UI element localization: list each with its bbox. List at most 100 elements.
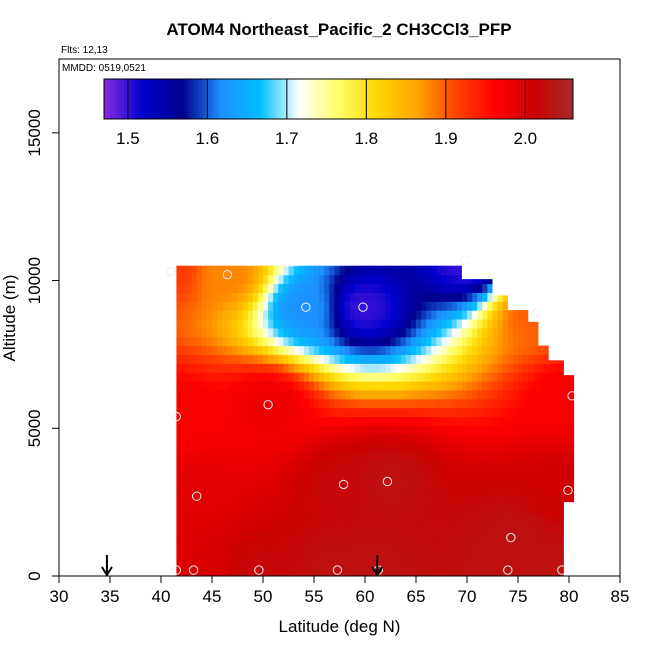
field-cell: [319, 363, 325, 373]
field-cell: [293, 478, 300, 488]
y-tick-label: 0: [25, 571, 44, 580]
field-cell: [456, 389, 463, 400]
field-cell: [196, 327, 203, 338]
field-cell: [482, 567, 488, 576]
field-cell: [186, 398, 193, 409]
field-cell: [482, 336, 488, 347]
field-cell: [375, 505, 381, 515]
field-cell: [467, 265, 473, 267]
field-cell: [324, 425, 330, 435]
field-cell: [314, 505, 320, 515]
field-cell: [191, 522, 198, 533]
field-cell: [497, 310, 504, 320]
field-cell: [314, 265, 320, 267]
field-cell: [293, 398, 300, 409]
field-cell: [472, 460, 478, 471]
field-cell: [237, 310, 244, 320]
field-cell: [533, 265, 539, 267]
field-cell: [461, 274, 468, 285]
field-cell: [533, 505, 539, 515]
field-cell: [512, 522, 519, 533]
field-cell: [451, 318, 458, 329]
field-cell: [298, 478, 305, 488]
field-cell: [467, 469, 473, 480]
field-cell: [324, 567, 330, 576]
field-cell: [436, 558, 443, 568]
field-cell: [201, 425, 208, 435]
field-cell: [217, 310, 223, 320]
field-cell: [206, 389, 213, 400]
colorbar-tick-label: 1.6: [196, 129, 220, 148]
field-cell: [431, 336, 437, 347]
field-cell: [472, 549, 478, 559]
field-cell: [212, 531, 218, 542]
field-cell: [273, 558, 279, 568]
arrow-head: [101, 566, 113, 577]
field-cell: [308, 381, 315, 391]
field-cell: [191, 425, 198, 435]
colorbar-swatch: [201, 79, 205, 119]
colorbar-swatch: [415, 79, 420, 119]
field-cell: [523, 513, 529, 524]
field-cell: [441, 505, 448, 515]
colorbar-swatch: [104, 79, 108, 119]
field-cell: [533, 434, 539, 444]
field-cell: [446, 460, 453, 471]
colorbar-swatch: [315, 79, 319, 119]
field-cell: [436, 301, 443, 311]
field-cell: [492, 345, 499, 356]
field-cell: [441, 398, 448, 409]
sample-point: [567, 391, 577, 401]
field-cell: [497, 265, 504, 276]
colorbar-swatch: [117, 79, 122, 119]
field-cell: [375, 416, 381, 426]
field-cell: [222, 283, 228, 293]
field-cell: [217, 389, 223, 400]
field-cell: [303, 327, 310, 338]
field-cell: [247, 265, 254, 276]
field-cell: [222, 425, 228, 435]
field-cell: [227, 292, 233, 302]
field-cell: [426, 513, 432, 524]
field-cell: [543, 567, 550, 576]
field-cell: [201, 336, 208, 347]
field-cell: [176, 265, 182, 267]
field-cell: [186, 487, 193, 497]
field-cell: [507, 318, 514, 329]
field-cell: [283, 425, 290, 435]
field-cell: [349, 381, 356, 391]
field-cell: [477, 522, 483, 533]
field-cell: [257, 372, 264, 382]
field-cell: [349, 549, 356, 559]
field-cell: [354, 398, 361, 409]
field-cell: [298, 336, 305, 347]
field-cell: [242, 531, 249, 542]
field-cell: [319, 434, 325, 444]
field-cell: [237, 274, 244, 285]
field-cell: [314, 513, 320, 524]
field-cell: [268, 567, 274, 576]
field-cell: [456, 416, 463, 426]
field-cell: [538, 354, 545, 364]
field-cell: [563, 416, 570, 426]
field-cell: [416, 318, 422, 329]
field-cell: [288, 310, 295, 320]
field-cell: [533, 336, 539, 347]
field-cell: [507, 398, 514, 409]
field-cell: [421, 425, 427, 435]
field-cell: [268, 416, 274, 426]
field-cell: [191, 274, 198, 285]
field-cell: [298, 549, 305, 559]
field-cell: [273, 416, 279, 426]
field-cell: [569, 336, 575, 347]
field-cell: [446, 549, 453, 559]
field-cell: [263, 505, 269, 515]
colorbar-swatch: [110, 79, 115, 119]
field-cell: [257, 318, 264, 329]
field-cell: [201, 407, 208, 418]
colorbar-swatch: [539, 79, 544, 119]
field-cell: [298, 434, 305, 444]
field-cell: [375, 301, 381, 311]
field-cell: [252, 513, 259, 524]
field-cell: [359, 274, 366, 285]
